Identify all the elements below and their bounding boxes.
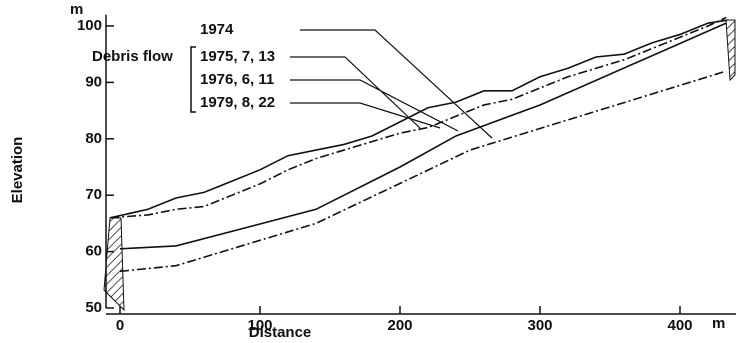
x-tick-label: 300 — [527, 317, 552, 334]
y-tick-label: 60 — [85, 243, 102, 260]
y-tick-label: 80 — [85, 130, 102, 147]
y-tick-label: 70 — [85, 186, 102, 203]
x-tick-label: 100 — [247, 317, 272, 334]
series-line — [110, 16, 727, 219]
bank-hatch — [103, 217, 125, 312]
bracket — [190, 46, 196, 113]
leader-line — [300, 29, 493, 139]
leader-line — [290, 56, 421, 129]
legend-label: 1976, 6, 11 — [200, 71, 274, 88]
x-unit: m — [712, 315, 725, 332]
leader-line — [290, 79, 459, 132]
y-tick-label: 100 — [77, 17, 102, 34]
x-axis-label: Distance — [249, 324, 312, 341]
leader-line — [290, 102, 441, 129]
y-unit: m — [70, 1, 83, 18]
legend-label: 1974 — [200, 21, 234, 38]
x-tick-label: 0 — [116, 317, 124, 334]
x-tick-label: 400 — [667, 317, 692, 334]
legend-label: 1979, 8, 22 — [200, 94, 275, 111]
series-line — [110, 19, 727, 219]
legend-label: 1975, 7, 13 — [200, 48, 275, 65]
y-axis-label: Elevation — [9, 137, 26, 204]
bank-hatch — [725, 19, 736, 82]
annotation: Debris flow — [92, 48, 173, 65]
series-line — [119, 22, 727, 250]
y-tick-label: 90 — [85, 73, 102, 90]
x-tick-label: 200 — [387, 317, 412, 334]
series-line — [119, 70, 727, 273]
y-tick-label: 50 — [85, 299, 102, 316]
